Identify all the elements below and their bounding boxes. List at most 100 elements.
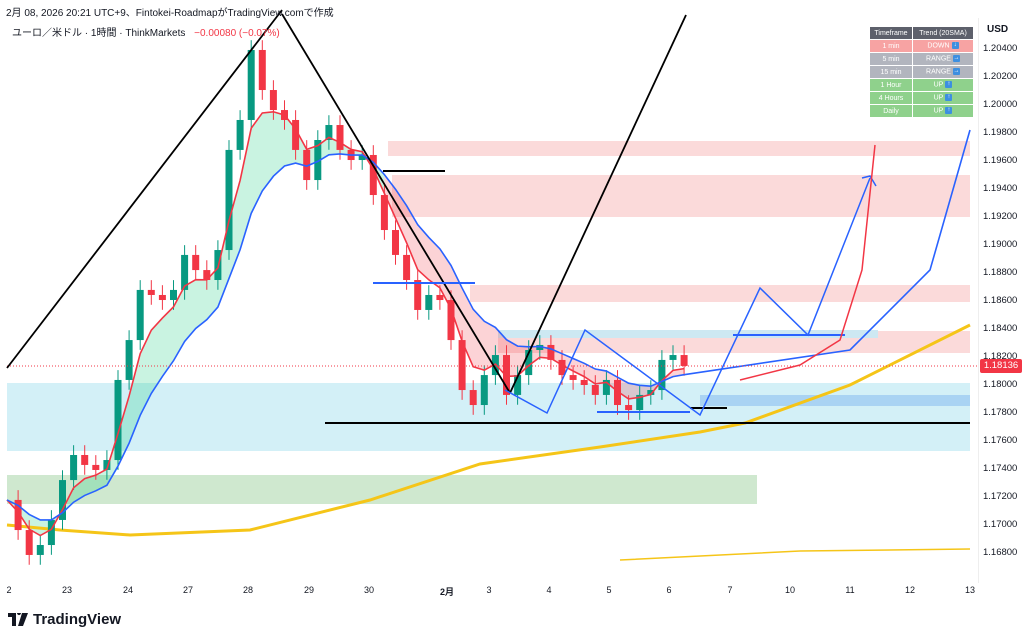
candle [392, 230, 399, 255]
candle [203, 270, 211, 280]
candle [580, 379, 588, 385]
bullish-ma-fill [7, 111, 385, 536]
timeframe-cell: 4 Hours [869, 91, 913, 105]
price-tick-label: 1.18400 [983, 323, 1018, 334]
candle [247, 49, 255, 120]
candle [591, 385, 599, 395]
trend-row: 1 min DOWN ↓ [869, 39, 974, 53]
trend-cell: UP ↑ [912, 91, 974, 105]
fast-ma-line [6, 110, 685, 537]
candle [558, 359, 566, 376]
price-tick-label: 1.18200 [983, 351, 1018, 362]
support-zone [7, 383, 970, 451]
candle [547, 344, 555, 360]
price-axis[interactable]: USD 1.20400 1.20200 1.20000 1.19800 1.19600 1… [978, 18, 1024, 583]
price-tick-label: 1.18600 [983, 295, 1018, 306]
candle [36, 545, 44, 555]
price-tick-label: 1.20400 [983, 43, 1018, 54]
candle [103, 460, 111, 470]
candle [403, 254, 411, 280]
price-tick-label: 1.19200 [983, 211, 1018, 222]
trend-label: RANGE [926, 55, 951, 63]
time-axis[interactable]: 2 23 24 27 28 29 30 2月 3 4 5 6 7 10 11 12 13 [0, 583, 978, 599]
timeframe-cell: Daily [869, 104, 913, 118]
candle [92, 464, 100, 470]
candle [325, 125, 333, 140]
trend-row: 15 min RANGE → [869, 65, 974, 79]
currency-unit[interactable]: USD [987, 24, 1009, 35]
candle [503, 355, 510, 395]
long-ma-line [6, 323, 971, 537]
trend-cell: RANGE → [912, 65, 974, 79]
price-tick-label: 1.19000 [983, 239, 1018, 250]
candle [414, 280, 422, 310]
bearish-ma-fill [384, 174, 685, 399]
candle [314, 140, 322, 181]
arrow-up-icon: ↑ [945, 81, 953, 89]
resistance-zone [392, 175, 970, 217]
trend-row: 4 Hours UP ↑ [869, 91, 974, 105]
trend-cell: UP ↑ [912, 78, 974, 92]
candle [602, 379, 610, 395]
price-tick-label: 1.17400 [983, 463, 1018, 474]
price-change: −0.00080 (−0.07%) [194, 28, 280, 39]
candle [658, 359, 666, 391]
price-tick-label: 1.20000 [983, 99, 1018, 110]
price-tick-label: 1.18000 [983, 379, 1018, 390]
candle [614, 379, 621, 406]
candle [125, 340, 133, 380]
candle [225, 149, 233, 251]
trend-cell: UP ↑ [912, 104, 974, 118]
header-timeframe: Timeframe [869, 26, 913, 40]
candle [525, 350, 533, 376]
tradingview-logo[interactable]: TradingView [8, 611, 121, 628]
candle [81, 455, 89, 465]
candle [469, 390, 477, 406]
arrow-up-icon: ↑ [945, 107, 953, 115]
timeframe-cell: 5 min [869, 52, 913, 66]
trend-label: UP [933, 81, 944, 89]
candle [25, 530, 33, 555]
trend-table: Timeframe Trend (20SMA) 1 min DOWN ↓ 5 min R… [869, 26, 974, 118]
trend-label: RANGE [926, 68, 951, 76]
price-tick-label: 1.17800 [983, 407, 1018, 418]
candle [336, 125, 344, 150]
time-tick-label: 24 [122, 585, 134, 595]
candle [625, 405, 633, 411]
time-tick-label: 27 [182, 585, 194, 595]
price-tick-label: 1.19400 [983, 183, 1018, 194]
time-tick-label: 23 [61, 585, 73, 595]
arrow-down-icon: ↓ [951, 42, 959, 50]
symbol-name[interactable]: ユーロ／米ドル · 1時間 · ThinkMarkets [12, 28, 186, 39]
price-tick-label: 1.17200 [983, 491, 1018, 502]
arrow-right-icon: → [952, 68, 960, 76]
candle [569, 375, 577, 380]
arrow-head-icon [861, 175, 877, 187]
long-ma-line-higher-tf [619, 548, 971, 561]
time-tick-label: 2 [6, 585, 12, 595]
time-tick-label: 28 [242, 585, 254, 595]
time-tick-label: 30 [363, 585, 375, 595]
candle [292, 119, 300, 150]
candle [147, 289, 155, 295]
header-trend: Trend (20SMA) [912, 26, 974, 40]
trend-row: Daily UP ↑ [869, 104, 974, 118]
time-tick-label: 6 [666, 585, 672, 595]
trend-label: UP [933, 94, 944, 102]
symbol-legend: ユーロ／米ドル · 1時間 · ThinkMarkets −0.00080 (−… [12, 24, 280, 39]
trend-row: 5 min RANGE → [869, 52, 974, 66]
time-tick-label: 3 [486, 585, 492, 595]
trendline [509, 14, 687, 394]
price-tick-label: 1.19800 [983, 127, 1018, 138]
candle [170, 289, 177, 301]
price-chart[interactable] [0, 0, 978, 583]
logo-text: TradingView [33, 611, 122, 628]
arrow-up-icon: ↑ [945, 94, 953, 102]
timeframe-cell: 15 min [869, 65, 913, 79]
support-band [700, 395, 970, 406]
trendline [281, 13, 511, 394]
price-tick-label: 1.20200 [983, 71, 1018, 82]
candle [669, 355, 677, 360]
attribution-text: 2月 08, 2026 20:21 UTC+9、Fintokei-Roadmap… [6, 8, 334, 19]
candle [536, 344, 544, 350]
